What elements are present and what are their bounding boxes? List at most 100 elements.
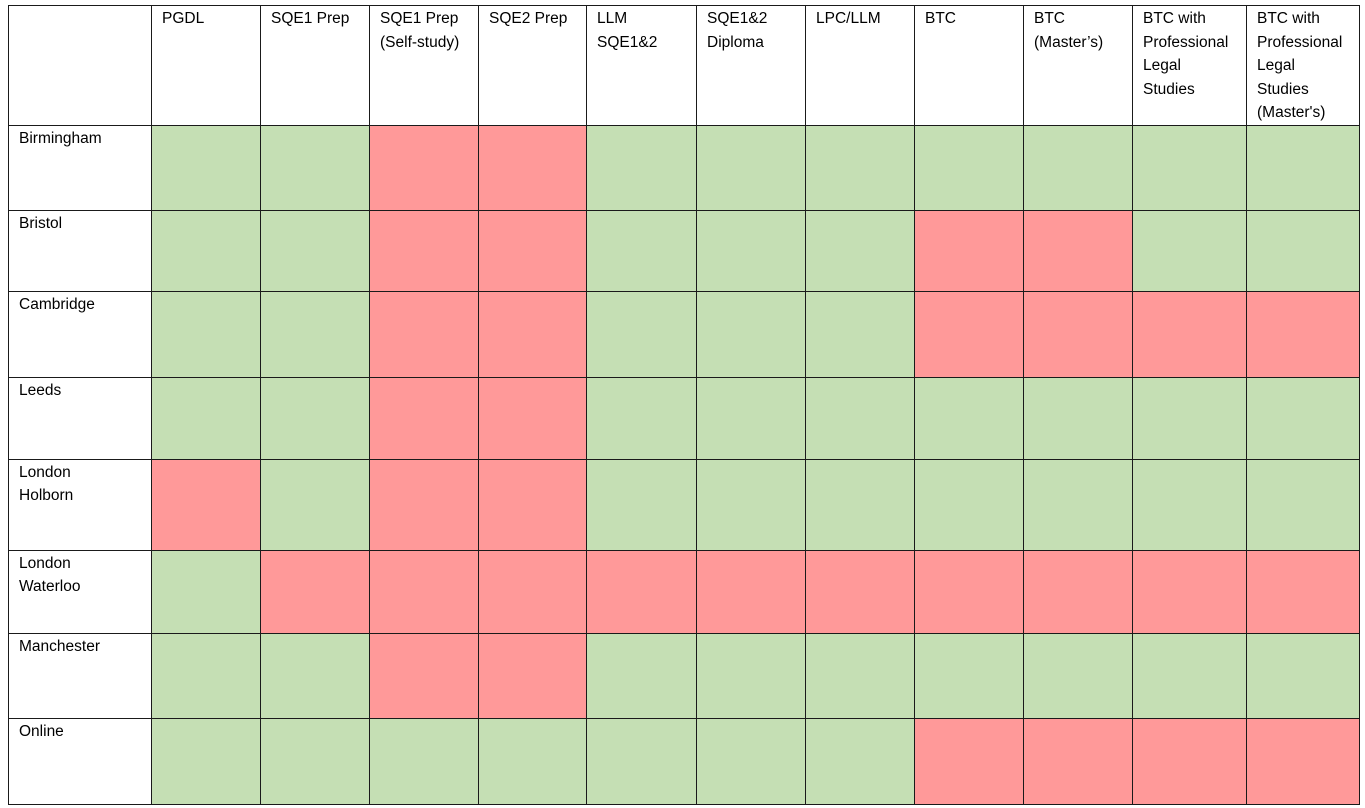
table-row: Online — [8, 717, 1360, 805]
row-header: Leeds — [8, 376, 152, 460]
row-header-label: Bristol — [19, 214, 63, 232]
row-header-label: Leeds — [19, 381, 62, 399]
unavailable-cell — [914, 290, 1024, 378]
available-cell — [1023, 458, 1133, 551]
row-header-label: London Waterloo — [19, 554, 81, 596]
unavailable-cell — [369, 290, 479, 378]
unavailable-cell — [1246, 717, 1360, 805]
unavailable-cell — [1023, 549, 1133, 634]
row-header: Manchester — [8, 632, 152, 719]
column-header: SQE2 Prep — [478, 5, 587, 126]
available-cell — [696, 376, 806, 460]
header-row: PGDL SQE1 Prep SQE1 Prep (Self-study) SQE2 … — [8, 5, 1360, 126]
column-header-label: PGDL — [162, 10, 205, 27]
available-cell — [260, 717, 370, 805]
column-header-label: LLM SQE1&2 — [597, 10, 658, 51]
unavailable-cell — [478, 209, 587, 292]
unavailable-cell — [478, 124, 587, 211]
available-cell — [805, 458, 915, 551]
table-row: London Holborn — [8, 458, 1360, 551]
table-row: Bristol — [8, 209, 1360, 292]
unavailable-cell — [369, 124, 479, 211]
available-cell — [1246, 632, 1360, 719]
unavailable-cell — [478, 376, 587, 460]
available-cell — [586, 376, 697, 460]
available-cell — [151, 209, 261, 292]
column-header: BTC with Professional Legal Studies (Mas… — [1246, 5, 1360, 126]
available-cell — [586, 458, 697, 551]
available-cell — [586, 632, 697, 719]
unavailable-cell — [914, 209, 1024, 292]
available-cell — [369, 717, 479, 805]
unavailable-cell — [151, 458, 261, 551]
available-cell — [1132, 376, 1247, 460]
table-row: Cambridge — [8, 290, 1360, 378]
available-cell — [696, 717, 806, 805]
unavailable-cell — [1023, 290, 1133, 378]
available-cell — [696, 632, 806, 719]
available-cell — [1246, 124, 1360, 211]
table-row: London Waterloo — [8, 549, 1360, 634]
table-row: Manchester — [8, 632, 1360, 719]
available-cell — [1023, 124, 1133, 211]
available-cell — [1132, 209, 1247, 292]
available-cell — [696, 209, 806, 292]
available-cell — [696, 458, 806, 551]
available-cell — [586, 717, 697, 805]
unavailable-cell — [805, 549, 915, 634]
unavailable-cell — [478, 458, 587, 551]
unavailable-cell — [478, 632, 587, 719]
available-cell — [260, 290, 370, 378]
available-cell — [1132, 458, 1247, 551]
available-cell — [1132, 632, 1247, 719]
column-header-label: LPC/LLM — [816, 10, 881, 27]
available-cell — [151, 376, 261, 460]
column-header-label: SQE1&2 Diploma — [707, 10, 768, 51]
unavailable-cell — [369, 632, 479, 719]
available-cell — [151, 290, 261, 378]
unavailable-cell — [369, 458, 479, 551]
available-cell — [696, 290, 806, 378]
available-cell — [805, 717, 915, 805]
available-cell — [1246, 209, 1360, 292]
available-cell — [696, 124, 806, 211]
available-cell — [260, 124, 370, 211]
column-header: SQE1 Prep (Self-study) — [369, 5, 479, 126]
column-header: LLM SQE1&2 — [586, 5, 697, 126]
column-header: LPC/LLM — [805, 5, 915, 126]
unavailable-cell — [696, 549, 806, 634]
row-header-label: London Holborn — [19, 463, 74, 505]
column-header: SQE1&2 Diploma — [696, 5, 806, 126]
unavailable-cell — [369, 549, 479, 634]
row-header: London Holborn — [8, 458, 152, 551]
available-cell — [260, 376, 370, 460]
column-header: PGDL — [151, 5, 261, 126]
unavailable-cell — [914, 717, 1024, 805]
available-cell — [151, 717, 261, 805]
row-header: Cambridge — [8, 290, 152, 378]
column-header: BTC (Master’s) — [1023, 5, 1133, 126]
available-cell — [805, 632, 915, 719]
unavailable-cell — [478, 549, 587, 634]
unavailable-cell — [1246, 290, 1360, 378]
column-header-label: SQE1 Prep — [271, 10, 350, 27]
available-cell — [914, 458, 1024, 551]
available-cell — [151, 632, 261, 719]
unavailable-cell — [1132, 717, 1247, 805]
row-header-label: Birmingham — [19, 129, 102, 147]
available-cell — [805, 209, 915, 292]
unavailable-cell — [1023, 209, 1133, 292]
table-body: Birmingham Bristol Cambridge Leeds London Ho… — [8, 124, 1360, 805]
available-cell — [914, 632, 1024, 719]
available-cell — [1023, 632, 1133, 719]
unavailable-cell — [914, 549, 1024, 634]
column-header: BTC with Professional Legal Studies — [1132, 5, 1247, 126]
available-cell — [586, 209, 697, 292]
row-header: Bristol — [8, 209, 152, 292]
available-cell — [1023, 376, 1133, 460]
column-header-label: SQE2 Prep — [489, 10, 568, 27]
column-header-label: SQE1 Prep (Self-study) — [380, 10, 460, 51]
column-header-label: BTC — [925, 10, 956, 27]
row-header: Birmingham — [8, 124, 152, 211]
unavailable-cell — [1246, 549, 1360, 634]
